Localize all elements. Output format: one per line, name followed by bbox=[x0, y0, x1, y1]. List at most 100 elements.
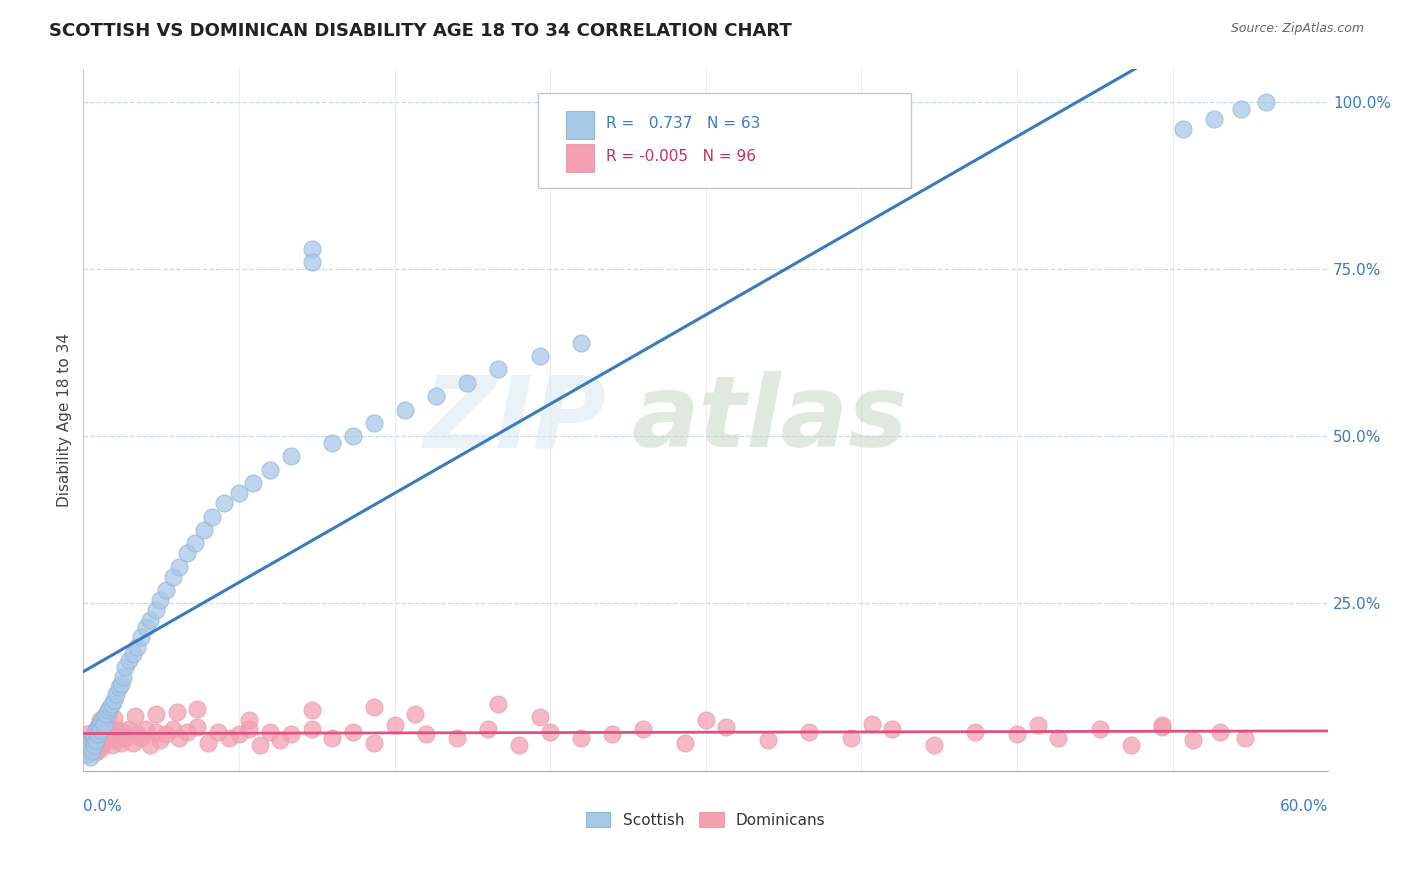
Point bbox=[249, 738, 271, 752]
Point bbox=[97, 703, 120, 717]
Point bbox=[89, 727, 111, 741]
Point bbox=[79, 750, 101, 764]
Point bbox=[89, 742, 111, 756]
Point bbox=[695, 714, 717, 728]
Point bbox=[384, 718, 406, 732]
Point bbox=[882, 722, 904, 736]
Point bbox=[91, 718, 114, 732]
Point bbox=[184, 536, 207, 550]
Point bbox=[839, 731, 862, 746]
Point bbox=[1152, 718, 1174, 732]
Point bbox=[118, 653, 141, 667]
Point bbox=[1234, 731, 1257, 746]
Point bbox=[101, 697, 124, 711]
Point bbox=[149, 733, 172, 747]
Point bbox=[486, 697, 509, 711]
Point bbox=[301, 242, 323, 256]
Point bbox=[138, 613, 160, 627]
Point bbox=[110, 735, 132, 749]
Point bbox=[122, 647, 145, 661]
Point bbox=[87, 727, 110, 741]
Point bbox=[404, 706, 426, 721]
Point bbox=[89, 714, 111, 728]
Point bbox=[93, 733, 115, 747]
Point bbox=[83, 730, 105, 744]
Point bbox=[101, 738, 124, 752]
Point bbox=[425, 389, 447, 403]
Point bbox=[76, 747, 98, 761]
Point bbox=[76, 727, 98, 741]
Point bbox=[103, 711, 125, 725]
Point bbox=[167, 559, 190, 574]
Point bbox=[228, 727, 250, 741]
Point bbox=[145, 706, 167, 721]
Point bbox=[84, 733, 107, 747]
Point bbox=[131, 731, 153, 746]
Point bbox=[301, 722, 323, 736]
Point bbox=[922, 738, 945, 752]
Point bbox=[269, 733, 291, 747]
Point bbox=[1209, 724, 1232, 739]
Point bbox=[98, 700, 121, 714]
Text: ZIP: ZIP bbox=[423, 371, 606, 468]
Point bbox=[127, 727, 149, 741]
Bar bbox=[567, 112, 593, 139]
Point bbox=[105, 733, 128, 747]
Point bbox=[1171, 121, 1194, 136]
Point bbox=[529, 349, 551, 363]
Point bbox=[1047, 731, 1070, 746]
Point bbox=[228, 486, 250, 500]
Point bbox=[446, 731, 468, 746]
Point bbox=[218, 731, 240, 746]
Point bbox=[456, 376, 478, 390]
Point bbox=[89, 716, 111, 731]
Bar bbox=[567, 145, 593, 172]
Point bbox=[167, 731, 190, 746]
Point bbox=[138, 738, 160, 752]
Point bbox=[91, 714, 114, 728]
Point bbox=[1182, 733, 1205, 747]
Point bbox=[1026, 718, 1049, 732]
Point bbox=[97, 731, 120, 746]
Point bbox=[122, 735, 145, 749]
Point bbox=[716, 720, 738, 734]
Text: R =   0.737   N = 63: R = 0.737 N = 63 bbox=[606, 116, 761, 131]
Point bbox=[155, 727, 177, 741]
Point bbox=[105, 687, 128, 701]
Point bbox=[110, 676, 132, 690]
Point bbox=[342, 429, 364, 443]
Point bbox=[301, 703, 323, 717]
Point bbox=[111, 670, 134, 684]
Point bbox=[80, 743, 103, 757]
Point bbox=[799, 724, 821, 739]
Point bbox=[186, 702, 208, 716]
Point bbox=[80, 733, 103, 747]
Point bbox=[93, 718, 115, 732]
Text: Source: ZipAtlas.com: Source: ZipAtlas.com bbox=[1230, 22, 1364, 36]
Point bbox=[76, 747, 98, 761]
Point bbox=[965, 724, 987, 739]
Point bbox=[1254, 95, 1277, 109]
Point bbox=[860, 716, 883, 731]
Point bbox=[107, 723, 129, 738]
Point bbox=[107, 680, 129, 694]
Point bbox=[89, 723, 111, 738]
Point bbox=[103, 727, 125, 741]
Point bbox=[1230, 102, 1253, 116]
Point bbox=[79, 740, 101, 755]
Point bbox=[135, 722, 157, 736]
Text: R = -0.005   N = 96: R = -0.005 N = 96 bbox=[606, 149, 756, 164]
Point bbox=[756, 733, 779, 747]
Point bbox=[91, 738, 114, 752]
Point bbox=[186, 720, 208, 734]
Point bbox=[127, 640, 149, 654]
Point bbox=[1152, 720, 1174, 734]
Y-axis label: Disability Age 18 to 34: Disability Age 18 to 34 bbox=[58, 333, 72, 507]
Point bbox=[84, 745, 107, 759]
Point bbox=[633, 722, 655, 736]
Point bbox=[363, 416, 385, 430]
Point bbox=[321, 731, 343, 746]
Point bbox=[79, 740, 101, 755]
Text: 0.0%: 0.0% bbox=[83, 798, 122, 814]
Point bbox=[87, 720, 110, 734]
